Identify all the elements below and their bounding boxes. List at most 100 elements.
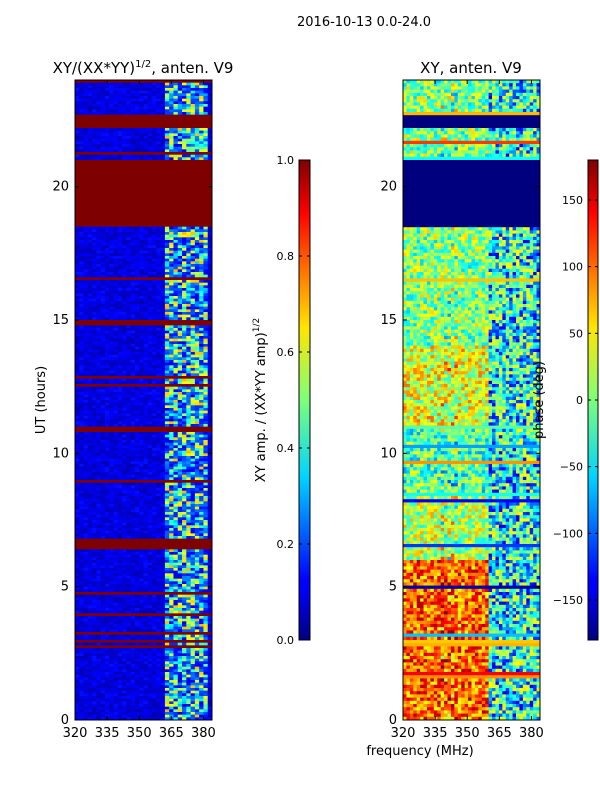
heatmap-cell xyxy=(96,570,101,574)
heatmap-cell xyxy=(100,410,106,414)
heatmap-cell xyxy=(134,330,140,334)
heatmap-cell xyxy=(147,458,153,462)
heatmap-cell xyxy=(96,274,101,278)
heatmap-cell xyxy=(182,458,187,462)
heatmap-cell xyxy=(83,432,89,435)
heatmap-cell xyxy=(186,245,191,249)
heatmap-cell xyxy=(134,402,140,406)
heatmap-cell xyxy=(147,82,153,86)
heatmap-cell xyxy=(199,333,204,337)
heatmap-cell xyxy=(199,269,204,273)
heatmap-cell xyxy=(109,253,114,257)
heatmap-cell xyxy=(156,381,161,385)
heatmap-cell xyxy=(199,557,204,561)
heatmap-cell xyxy=(117,496,123,499)
heatmap-cell xyxy=(143,272,149,275)
heatmap-cell xyxy=(152,290,157,294)
heatmap-cell xyxy=(169,586,174,590)
heatmap-cell xyxy=(169,333,174,337)
heatmap-cell xyxy=(156,501,161,505)
heatmap-cell xyxy=(152,104,157,107)
heatmap-cell xyxy=(92,608,97,611)
heatmap-cell xyxy=(117,352,123,355)
heatmap-cell xyxy=(92,530,97,534)
heatmap-cell xyxy=(152,346,157,350)
heatmap-cell xyxy=(147,298,153,302)
heatmap-cell xyxy=(100,362,106,366)
heatmap-cell xyxy=(173,434,179,438)
heatmap-cell xyxy=(207,149,212,153)
heatmap-cell xyxy=(164,109,170,113)
heatmap-cell xyxy=(100,253,106,257)
heatmap-cell xyxy=(156,416,161,419)
heatmap-cell xyxy=(203,517,209,521)
heatmap-cell xyxy=(122,386,127,390)
heatmap-row-flagged xyxy=(75,205,212,209)
heatmap-cell xyxy=(83,370,89,374)
heatmap-cell xyxy=(164,304,170,307)
heatmap-cell xyxy=(186,90,191,94)
heatmap-cell xyxy=(96,293,101,297)
heatmap-cell xyxy=(177,434,183,438)
heatmap-cell xyxy=(164,296,170,299)
heatmap-cell xyxy=(92,304,97,307)
heatmap-cell xyxy=(87,442,93,446)
heatmap-cell xyxy=(96,432,101,435)
heatmap-cell xyxy=(92,413,97,417)
heatmap-cell xyxy=(126,381,131,385)
heatmap-cell xyxy=(126,293,131,297)
heatmap-cell xyxy=(139,498,144,502)
heatmap-cell xyxy=(190,554,196,558)
heatmap-cell xyxy=(186,269,191,273)
heatmap-cell xyxy=(75,352,80,355)
heatmap-cell xyxy=(194,357,200,361)
heatmap-cell xyxy=(190,349,196,353)
heatmap-cell xyxy=(75,336,80,339)
heatmap-cell xyxy=(177,568,183,571)
heatmap-cell xyxy=(199,477,204,481)
heatmap-cell xyxy=(117,269,123,273)
heatmap-cell xyxy=(156,504,161,507)
heatmap-cell xyxy=(126,522,131,526)
heatmap-cell xyxy=(75,154,80,158)
heatmap-cell xyxy=(169,154,174,158)
heatmap-cell xyxy=(152,88,157,91)
heatmap-cell xyxy=(169,413,174,417)
heatmap-cell xyxy=(194,248,200,251)
heatmap-cell xyxy=(109,469,114,473)
heatmap-cell xyxy=(169,312,174,315)
heatmap-cell xyxy=(207,565,212,569)
heatmap-cell xyxy=(199,440,204,443)
heatmap-cell xyxy=(92,437,97,441)
heatmap-cell xyxy=(134,146,140,150)
heatmap-cell xyxy=(130,453,136,457)
heatmap-cell xyxy=(186,301,191,305)
heatmap-cell xyxy=(100,528,106,531)
heatmap-cell xyxy=(117,330,123,334)
heatmap-cell xyxy=(194,306,200,310)
heatmap-cell xyxy=(83,490,89,494)
heatmap-cell xyxy=(109,520,114,523)
heatmap-cell xyxy=(117,474,123,478)
heatmap-cell xyxy=(143,237,149,241)
heatmap-cell xyxy=(143,130,149,134)
heatmap-cell xyxy=(143,232,149,235)
heatmap-cell xyxy=(182,557,187,561)
heatmap-cell xyxy=(75,514,80,518)
heatmap-cell xyxy=(113,314,119,318)
heatmap-cell xyxy=(182,133,187,137)
heatmap-cell xyxy=(117,533,123,537)
heatmap-cell xyxy=(134,506,140,510)
heatmap-cell xyxy=(194,493,200,497)
heatmap-cell xyxy=(190,93,196,97)
heatmap-cell xyxy=(104,154,110,158)
heatmap-cell xyxy=(199,424,204,427)
heatmap-cell xyxy=(104,402,110,406)
heatmap-cell xyxy=(122,488,127,491)
heatmap-cell xyxy=(83,296,89,299)
heatmap-cell xyxy=(203,128,209,131)
heatmap-cell xyxy=(79,381,84,385)
heatmap-cell xyxy=(113,493,119,497)
heatmap-cell xyxy=(104,98,110,102)
heatmap-cell xyxy=(147,488,153,491)
